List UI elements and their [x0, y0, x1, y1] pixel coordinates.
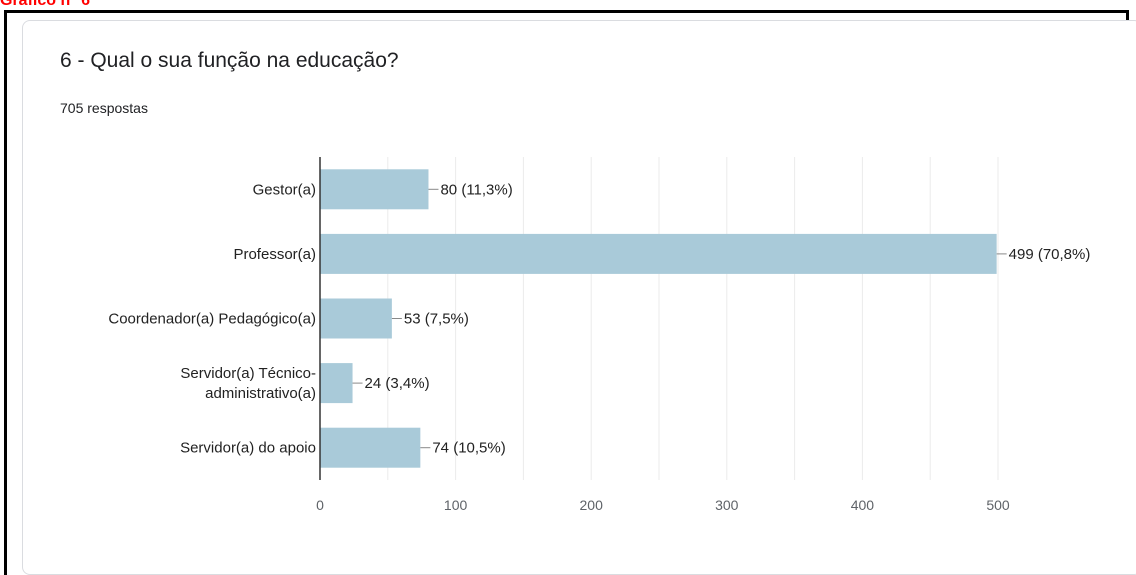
bar [320, 233, 997, 274]
category-label: Servidor(a) Técnico- [180, 365, 316, 382]
category-label: Servidor(a) do apoio [180, 440, 316, 457]
x-tick-label: 0 [316, 497, 324, 513]
bar [320, 427, 421, 468]
x-tick-label: 300 [715, 497, 739, 513]
data-label: 499 (70,8%) [1009, 246, 1091, 263]
response-count: 705 respostas [60, 100, 148, 116]
category-label: Professor(a) [233, 246, 316, 263]
bar [320, 363, 353, 404]
x-tick-label: 100 [444, 497, 468, 513]
data-label: 74 (10,5%) [432, 440, 505, 457]
bar [320, 298, 392, 339]
category-label: administrativo(a) [205, 385, 316, 402]
chart-card [22, 20, 1136, 575]
figure-caption: Gráfico n° 6 [0, 0, 90, 9]
x-tick-label: 500 [986, 497, 1010, 513]
chart-title: 6 - Qual o sua função na educação? [60, 49, 399, 72]
x-tick-label: 200 [580, 497, 604, 513]
bar [320, 169, 429, 210]
data-label: 80 (11,3%) [440, 181, 512, 198]
category-label: Coordenador(a) Pedagógico(a) [108, 311, 316, 328]
category-label: Gestor(a) [253, 181, 316, 198]
x-tick-label: 400 [851, 497, 875, 513]
data-label: 24 (3,4%) [365, 375, 430, 392]
data-label: 53 (7,5%) [404, 311, 469, 328]
